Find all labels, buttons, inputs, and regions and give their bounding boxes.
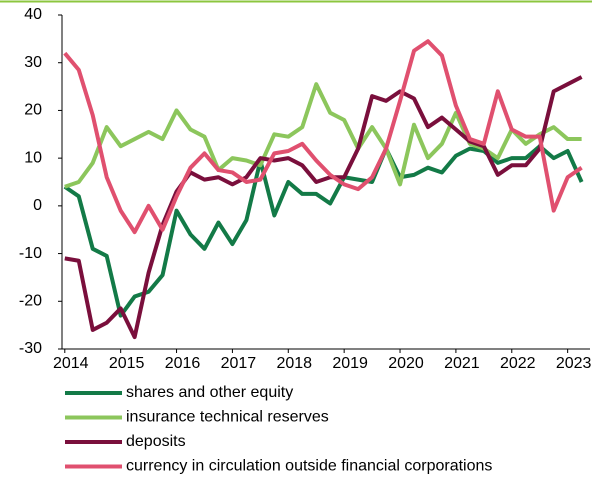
x-tick-label: 2017 [221, 355, 257, 372]
x-tick-label: 2019 [332, 355, 368, 372]
x-tick-label: 2021 [444, 355, 480, 372]
y-tick-label: -10 [19, 245, 42, 262]
y-tick-label: 10 [24, 149, 42, 166]
y-tick-label: 30 [24, 54, 42, 71]
x-tick-label: 2018 [276, 355, 312, 372]
legend-label: deposits [126, 433, 186, 450]
series-line [63, 39, 583, 235]
x-tick-label: 2023 [556, 355, 592, 372]
y-tick-label: -30 [19, 340, 42, 357]
x-tick-label: 2016 [165, 355, 201, 372]
series-line [64, 82, 582, 189]
x-tick-label: 2014 [53, 355, 89, 372]
series-line [64, 75, 583, 340]
y-tick-label: 20 [24, 102, 42, 119]
y-tick-label: -20 [19, 293, 42, 310]
x-tick-label: 2022 [500, 355, 536, 372]
legend-label: currency in circulation outside financia… [126, 458, 492, 475]
y-tick-label: 40 [24, 6, 42, 23]
x-tick-label: 2020 [388, 355, 424, 372]
legend-label: shares and other equity [126, 384, 293, 401]
legend-label: insurance technical reserves [126, 409, 329, 426]
x-tick-label: 2015 [109, 355, 145, 372]
y-tick-label: 0 [33, 197, 42, 214]
series-line [63, 144, 584, 318]
